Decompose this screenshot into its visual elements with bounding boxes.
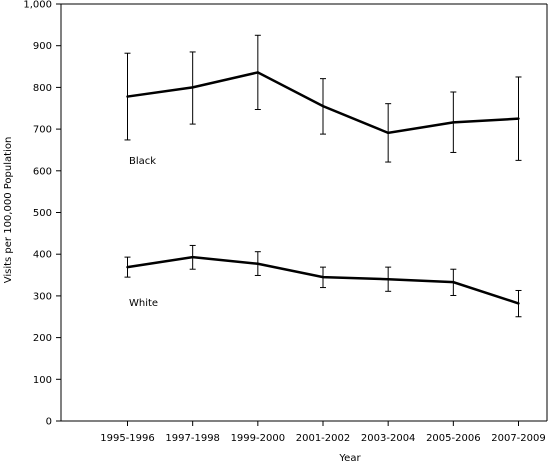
y-tick-label: 700 (33, 125, 52, 136)
x-tick-label: 2005-2006 (426, 433, 481, 444)
y-tick-label: 200 (33, 333, 52, 344)
y-tick-label: 0 (46, 417, 52, 428)
data-point (256, 71, 260, 74)
series-black: Black (124, 34, 522, 167)
data-point (321, 275, 325, 279)
data-point (126, 265, 129, 269)
data-point (386, 131, 390, 135)
series-label-white: White (129, 298, 158, 309)
y-tick-label: 500 (33, 208, 52, 219)
data-point (256, 262, 260, 265)
x-axis-title: Year (338, 453, 361, 464)
y-tick-label: 400 (33, 250, 52, 261)
series-white: White (124, 244, 522, 318)
data-point (452, 280, 455, 284)
data-point (191, 255, 194, 259)
data-point (517, 302, 520, 305)
data-point (386, 278, 390, 281)
y-tick-label: 600 (33, 166, 52, 177)
data-point (126, 95, 129, 98)
y-tick-label: 100 (33, 375, 52, 386)
data-point (191, 86, 194, 89)
x-tick-label: 2007-2009 (491, 433, 546, 444)
data-point (321, 104, 325, 108)
data-point (452, 121, 455, 124)
y-tick-label: 900 (33, 41, 52, 52)
x-tick-label: 1999-2000 (231, 433, 286, 444)
axes: 0 100 200 300 400 500 600 700 800 900 1,000 1995-19… (23, 0, 548, 444)
y-axis-title: Visits per 100,000 Population (3, 137, 14, 284)
y-tick-label: 800 (33, 83, 52, 94)
x-tick-label: 1997-1998 (165, 433, 220, 444)
x-tick-label: 1995-1996 (100, 433, 155, 444)
series-label-black: Black (129, 156, 156, 167)
data-point (517, 117, 520, 120)
y-tick-label: 300 (33, 291, 52, 302)
x-tick-label: 2003-2004 (361, 433, 416, 444)
series-layer: Black White (124, 34, 522, 318)
x-tick-label: 2001-2002 (296, 433, 351, 444)
y-tick-label: 1,000 (23, 0, 52, 11)
